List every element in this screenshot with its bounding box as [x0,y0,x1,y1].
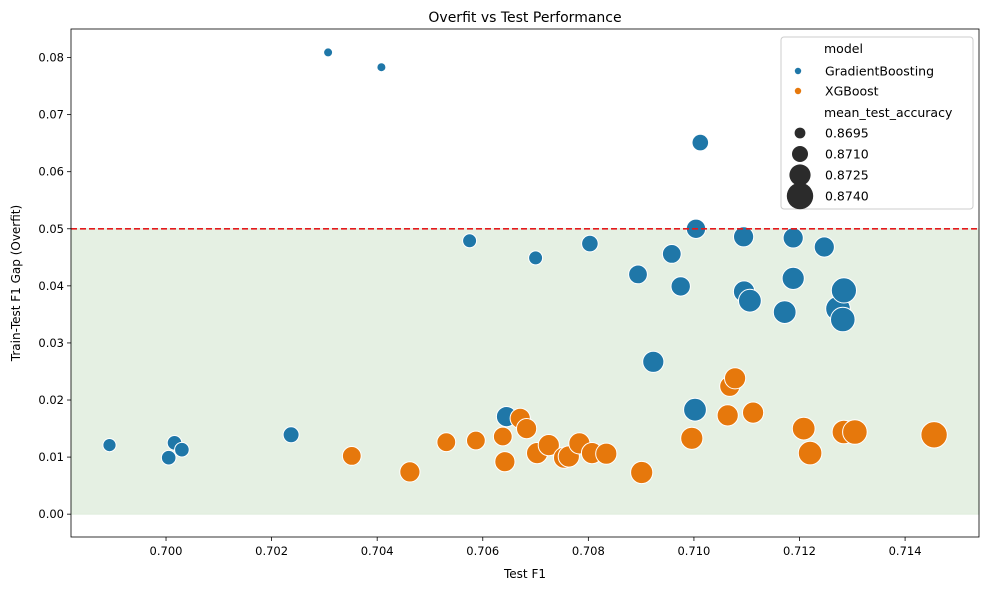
y-tick-label-4: 0.04 [38,279,64,293]
point-xgboost-16 [680,426,704,450]
point-xgboost-14 [595,442,618,465]
point-gradientboosting-0 [323,47,334,58]
x-tick-label-7: 0.714 [889,544,922,558]
legend-size-label-0: 0.8695 [825,126,869,141]
point-xgboost-19 [724,367,747,390]
points-layer [102,47,948,485]
point-gradientboosting-11 [661,244,682,264]
y-tick-label-1: 0.01 [38,450,64,464]
acceptable-overfit-region [70,228,980,515]
x-axis-label: Test F1 [503,567,546,581]
point-gradientboosting-13 [642,350,665,373]
point-gradientboosting-6 [282,426,300,444]
y-axis: 0.00 0.01 0.02 0.03 0.04 0.05 0.06 0.07 0.08 [38,51,71,521]
x-tick-label-4: 0.708 [572,544,605,558]
legend-marker-gradientboosting [794,67,802,75]
point-gradientboosting-24 [830,306,856,333]
point-gradientboosting-18 [738,288,762,313]
x-tick-label-0: 0.700 [150,544,183,558]
point-xgboost-7 [516,418,538,440]
point-gradientboosting-22 [813,236,835,258]
point-gradientboosting-7 [462,233,478,249]
legend-label-gradientboosting: GradientBoosting [825,64,934,79]
x-tick-label-2: 0.704 [361,544,394,558]
point-xgboost-3 [466,430,486,451]
y-tick-label-5: 0.05 [38,222,64,236]
y-tick-label-2: 0.02 [38,393,64,407]
point-xgboost-5 [494,451,516,473]
y-tick-label-8: 0.08 [38,51,64,65]
point-gradientboosting-9 [581,234,599,253]
point-xgboost-22 [797,440,823,466]
point-xgboost-21 [791,416,816,441]
x-axis: 0.700 0.702 0.704 0.706 0.708 0.710 0.712 0.714 [150,537,922,558]
point-gradientboosting-21 [781,266,805,290]
x-tick-label-5: 0.710 [677,544,710,558]
point-gradientboosting-10 [628,264,648,285]
plot-frame [70,28,980,538]
point-gradientboosting-2 [102,438,117,453]
point-xgboost-24 [842,419,868,445]
point-xgboost-17 [716,404,739,427]
x-tick-label-1: 0.702 [255,544,288,558]
point-gradientboosting-19 [772,300,797,325]
legend-size-label-3: 0.8740 [825,189,869,204]
y-tick-label-3: 0.03 [38,336,64,350]
point-gradientboosting-16 [733,226,755,248]
point-xgboost-25 [920,421,948,449]
y-tick-label-6: 0.06 [38,165,64,179]
legend-label-xgboost: XGBoost [825,84,879,99]
y-tick-label-0: 0.00 [38,507,64,521]
point-gradientboosting-20 [782,227,804,249]
point-gradientboosting-25 [830,277,858,304]
legend-size-marker-0 [794,127,806,139]
legend-size-marker-2 [789,164,811,186]
point-xgboost-2 [436,432,457,453]
plot-area [70,28,980,538]
point-gradientboosting-5 [174,441,190,458]
point-xgboost-15 [630,460,654,485]
point-xgboost-1 [399,461,421,483]
point-gradientboosting-8 [528,250,544,266]
point-xgboost-0 [341,446,362,466]
point-xgboost-20 [742,401,765,424]
x-tick-label-6: 0.712 [783,544,816,558]
legend-size-label-1: 0.8710 [825,147,869,162]
point-gradientboosting-27 [683,397,707,422]
legend-size-title: mean_test_accuracy [824,105,953,120]
point-gradientboosting-1 [376,62,387,73]
point-gradientboosting-3 [160,449,177,466]
legend-size-label-2: 0.8725 [825,168,869,183]
y-axis-label: Train-Test F1 Gap (Overfit) [9,205,23,362]
point-xgboost-9 [537,434,560,457]
legend-hue-title: model [824,41,863,56]
legend-box [780,36,974,210]
legend-size-marker-3 [786,182,814,210]
legend-marker-xgboost [794,87,802,95]
point-gradientboosting-12 [670,276,691,297]
y-tick-label-7: 0.07 [38,108,64,122]
chart-title: Overfit vs Test Performance [428,10,621,26]
x-tick-label-3: 0.706 [466,544,499,558]
legend-size-marker-1 [792,146,808,162]
legend: model GradientBoosting XGBoost mean_test… [780,36,974,210]
legend-size-entries: 0.8695 0.8710 0.8725 0.8740 [786,126,869,210]
point-xgboost-4 [492,426,513,447]
point-gradientboosting-14 [691,133,710,152]
